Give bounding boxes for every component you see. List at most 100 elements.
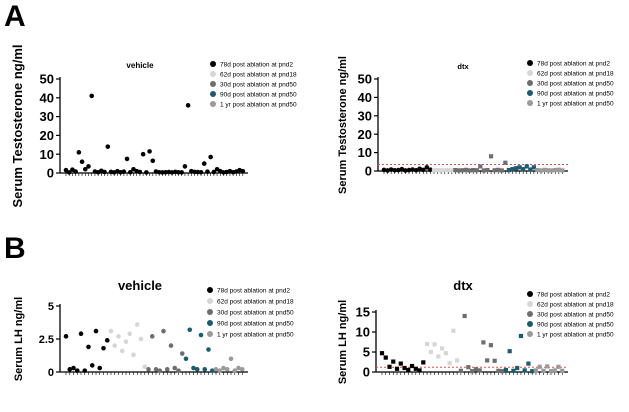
data-point [442,168,447,173]
data-point [409,363,415,369]
data-point [240,168,246,174]
y-tick-label: 2.5 [39,334,54,346]
data-point [205,169,210,174]
y-tick-label: 5 [48,301,54,313]
legend-marker [527,80,533,86]
data-point [438,168,444,173]
data-point [456,168,462,173]
data-point [138,336,144,342]
data-point [453,167,458,173]
data-point [101,345,106,351]
legend-label: 1 yr post ablation at pnd50 [537,100,614,107]
data-point [481,340,486,345]
chart-title: dtx [457,62,469,71]
data-point [402,365,407,371]
data-point [530,369,535,374]
data-point [224,367,230,372]
legend-marker [207,320,213,326]
data-point [451,328,456,333]
data-point [492,168,497,173]
data-point [403,168,408,173]
data-point [179,351,185,356]
data-point [63,167,69,173]
data-point [144,170,149,175]
data-point [179,170,185,175]
legend-label: 78d post ablation at pnd2 [217,287,290,294]
data-point [413,366,418,371]
data-point [236,365,241,371]
legend-marker [207,298,213,304]
legend-marker [527,331,533,337]
y-axis-label: Serum LH ng/ml [337,300,349,384]
data-point [553,167,558,173]
data-point [485,358,490,363]
panel-letter-b: B [4,232,26,265]
data-point [460,168,465,173]
y-tick-label: 15 [356,305,370,320]
data-point [481,168,487,173]
data-point [149,334,155,339]
y-tick-label: 50 [358,72,372,87]
data-point [108,328,114,334]
data-point [97,365,103,371]
data-point [86,164,91,169]
data-point [137,169,143,175]
y-tick-label: 30 [358,108,372,123]
legend-label: 90d post ablation at pnd50 [537,321,614,328]
y-axis-label: Serum Testosterone ng/ml [10,44,25,207]
y-tick-label: 40 [358,90,372,105]
data-point [150,158,156,164]
data-point [443,351,448,356]
data-point [537,364,542,369]
data-point [172,365,178,371]
y-tick-label: 0 [363,365,370,380]
data-point [435,167,440,173]
legend-label: 30d post ablation at pnd50 [537,80,614,87]
y-tick-label: 0 [365,164,372,179]
data-point [102,169,107,175]
y-tick-label: 50 [40,72,54,87]
data-point [71,365,76,371]
data-point [89,93,95,99]
legend-marker [207,309,213,315]
data-point [388,167,394,172]
data-point [191,365,196,371]
legend-marker [527,311,533,317]
legend-label: 78d post ablation at pnd2 [537,291,610,298]
data-point [428,167,433,173]
legend-label: 62d post ablation at pnd18 [220,71,297,78]
data-point [506,167,512,173]
data-point [201,161,207,166]
data-point [528,167,533,172]
data-point [420,167,426,173]
legend-label: 90d post ablation at pnd50 [217,320,294,327]
data-point [142,364,148,370]
legend-label: 78d post ablation at pnd2 [537,60,610,67]
data-point [394,366,400,371]
data-point [395,167,401,173]
data-point [560,168,565,173]
data-point [168,343,174,348]
data-point [499,168,504,173]
y-tick-label: 10 [358,145,372,160]
data-point [187,327,193,333]
data-point [518,333,524,339]
data-point [503,160,508,165]
legend-label: 90d post ablation at pnd50 [537,90,614,97]
data-point [182,164,188,169]
legend-marker [527,90,533,96]
data-point [121,169,127,174]
data-point [157,368,163,373]
data-point [391,359,396,364]
data-point [161,328,166,334]
data-point [82,166,88,172]
y-tick-label: 30 [40,109,54,124]
data-point [185,103,191,108]
data-point [406,367,411,373]
data-point [63,334,69,339]
data-point [432,342,437,347]
data-point [446,167,451,172]
data-point [474,168,479,173]
data-point [417,166,422,172]
legend-label: 78d post ablation at pnd2 [220,61,293,68]
